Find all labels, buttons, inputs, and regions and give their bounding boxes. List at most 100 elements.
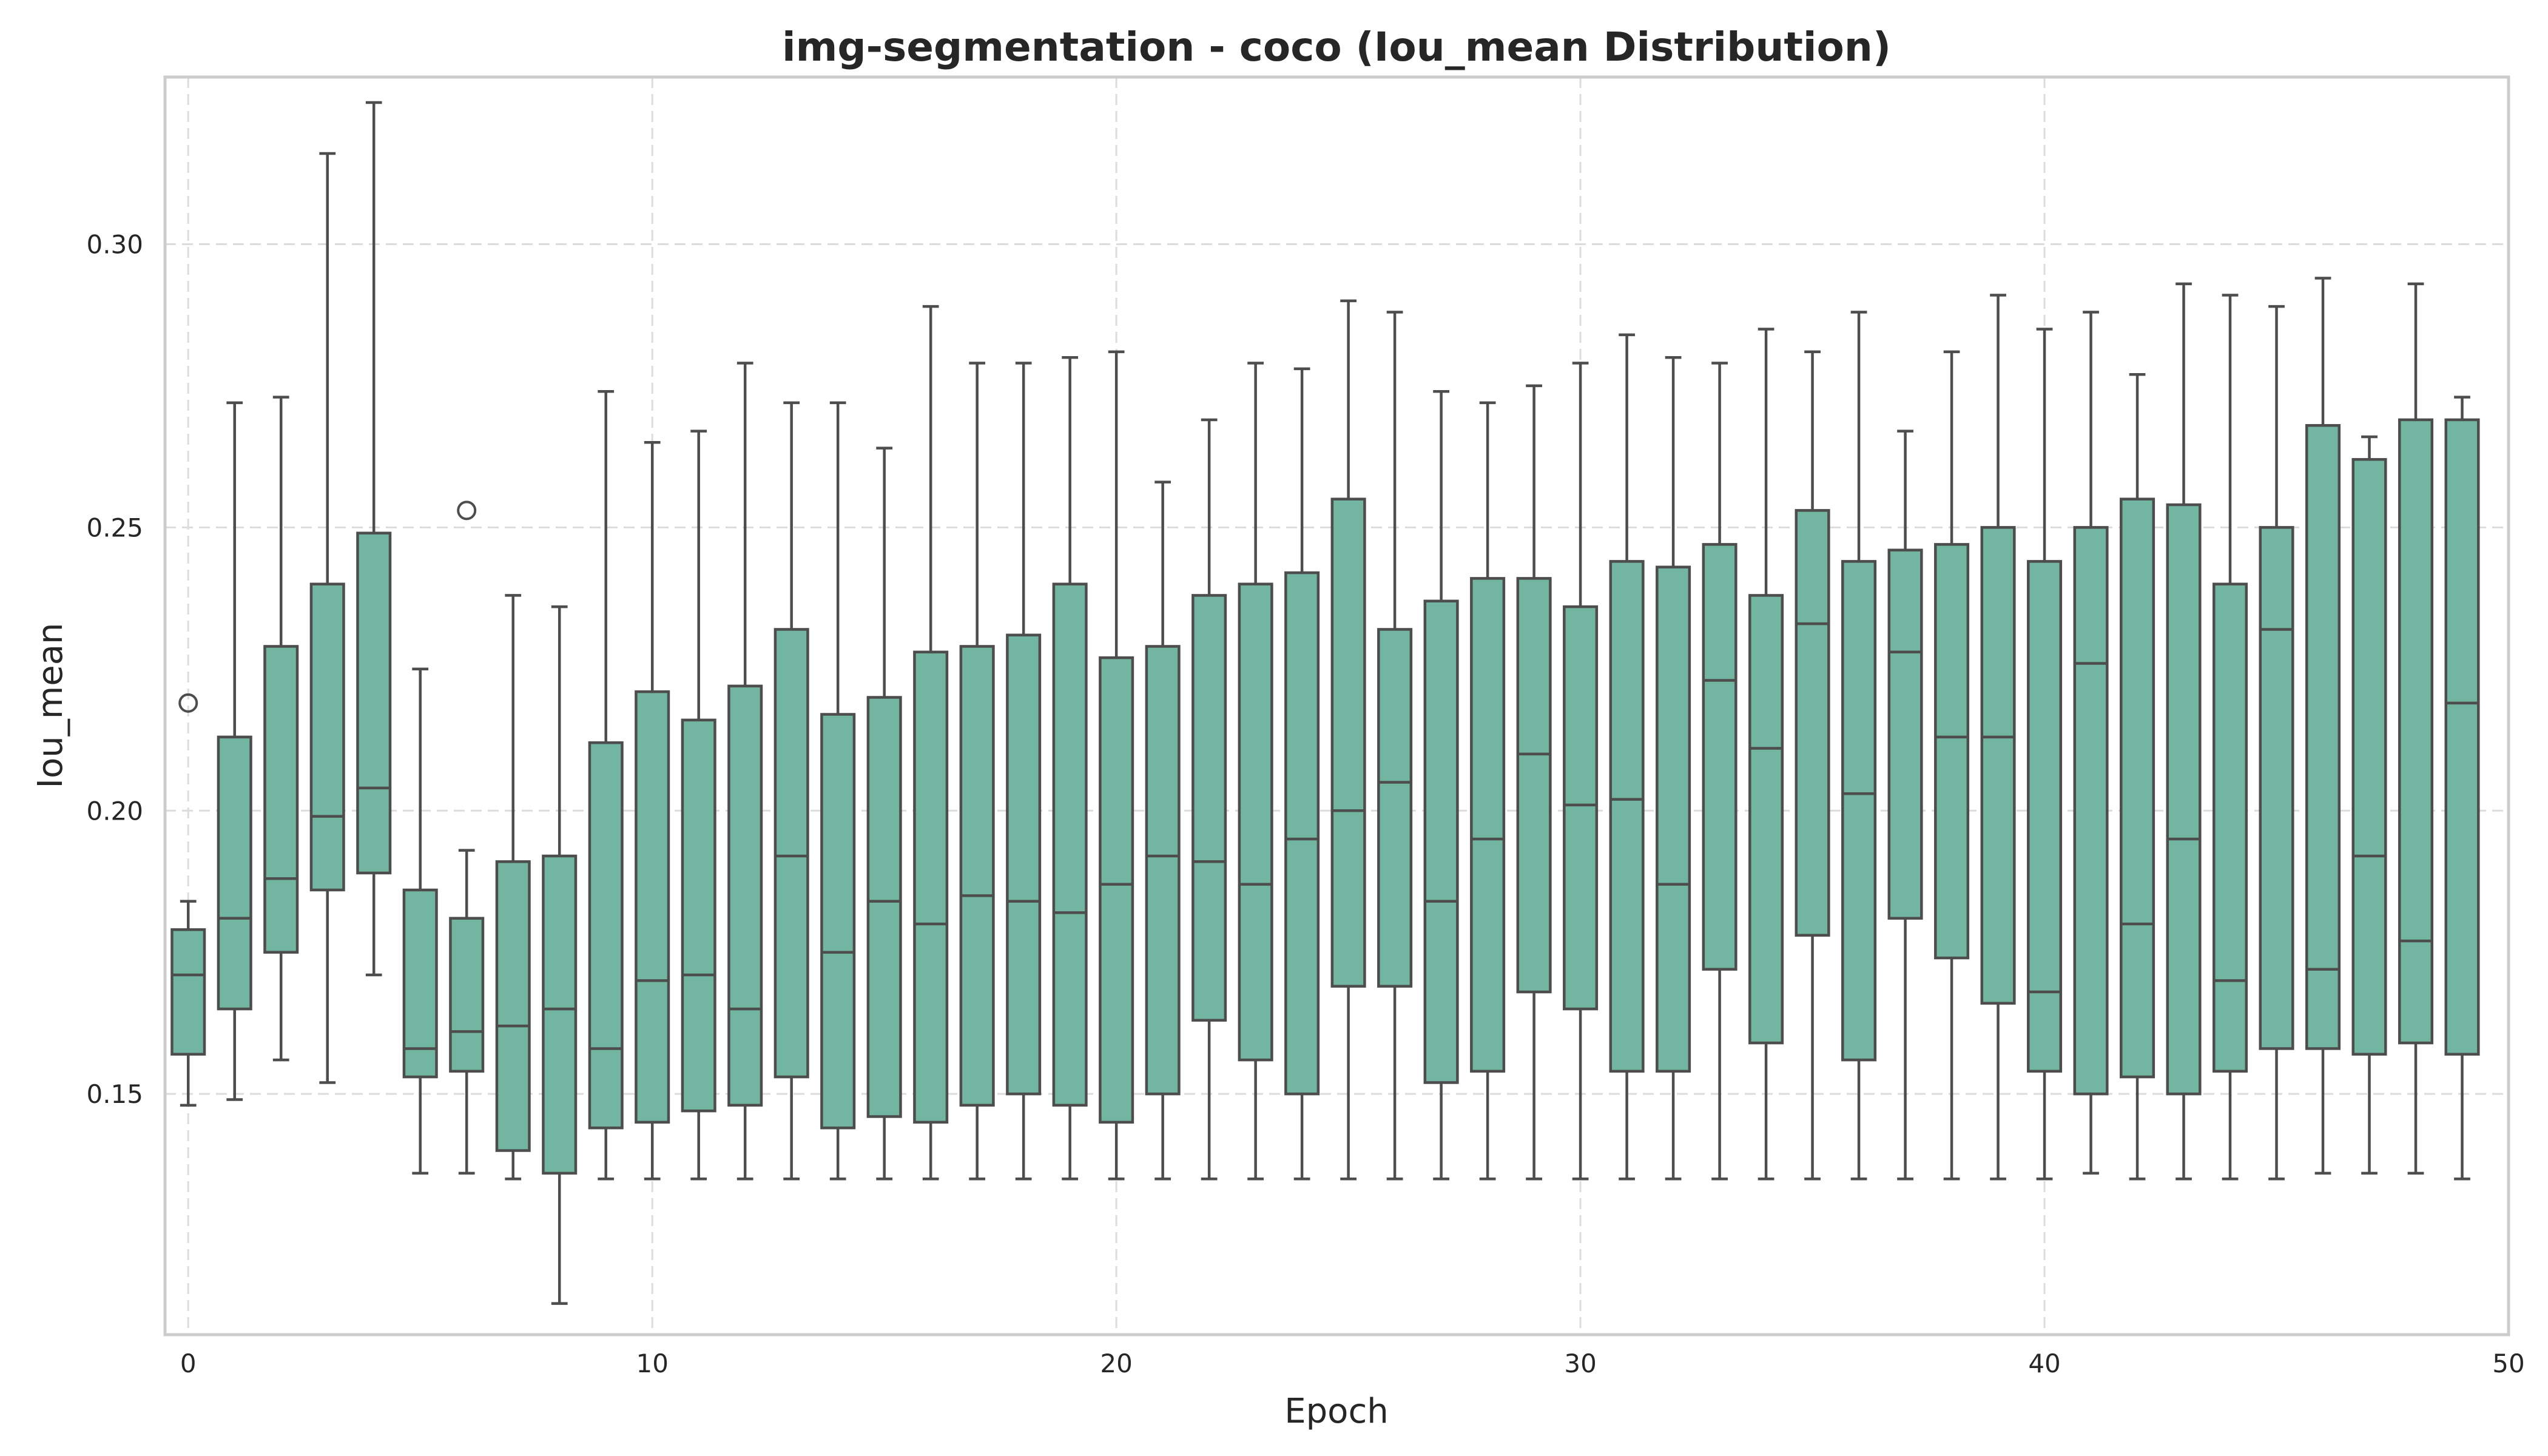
box-epoch-22 — [1191, 418, 1227, 1181]
iqr-box — [2351, 458, 2387, 1056]
x-tick-label: 50 — [2492, 1349, 2524, 1378]
y-tick-label: 0.30 — [86, 229, 143, 259]
box-epoch-41 — [2073, 311, 2109, 1175]
box-epoch-26 — [1377, 311, 1413, 1181]
box-epoch-0 — [170, 693, 206, 1107]
iqr-box — [1330, 497, 1366, 988]
iqr-box — [1099, 656, 1134, 1124]
iqr-box — [1006, 633, 1042, 1096]
box-epoch-34 — [1748, 328, 1784, 1181]
box-epoch-21 — [1145, 480, 1181, 1181]
iqr-box — [1934, 543, 1970, 960]
box-epoch-36 — [1841, 311, 1877, 1181]
iqr-box — [2305, 424, 2341, 1050]
box-epoch-15 — [866, 447, 902, 1181]
box-epoch-37 — [1887, 430, 1923, 1181]
iqr-box — [263, 645, 299, 954]
box-epoch-47 — [2351, 435, 2387, 1175]
iqr-box — [1656, 565, 1691, 1073]
box-epoch-5 — [402, 667, 438, 1175]
box-epoch-32 — [1656, 356, 1691, 1181]
box-epoch-2 — [263, 396, 299, 1062]
box-epoch-44 — [2213, 294, 2248, 1181]
iqr-box — [635, 690, 670, 1124]
y-tick-label: 0.20 — [86, 796, 143, 826]
iqr-box — [1470, 577, 1506, 1073]
iqr-box — [1563, 605, 1599, 1011]
iqr-box — [820, 713, 856, 1130]
box-epoch-12 — [727, 362, 763, 1181]
iqr-box — [1516, 577, 1552, 994]
box-epoch-13 — [774, 401, 809, 1181]
box-epoch-33 — [1702, 362, 1737, 1181]
x-tick-label: 20 — [1100, 1349, 1132, 1378]
box-epoch-43 — [2166, 282, 2202, 1181]
iqr-box — [1702, 543, 1737, 971]
box-epoch-40 — [2027, 328, 2063, 1181]
box-epoch-38 — [1934, 350, 1970, 1181]
plot-frame — [163, 75, 2510, 1336]
iqr-box — [2073, 526, 2109, 1096]
box-epoch-7 — [495, 594, 531, 1181]
iqr-box — [1423, 599, 1459, 1084]
box-epoch-29 — [1516, 384, 1552, 1181]
box-epoch-28 — [1470, 401, 1506, 1181]
x-tick-label: 0 — [180, 1349, 197, 1378]
box-epoch-48 — [2398, 282, 2434, 1175]
iqr-box — [2259, 526, 2294, 1050]
chart-title: img-segmentation - coco (Iou_mean Distri… — [782, 24, 1891, 70]
box-epoch-16 — [913, 305, 949, 1181]
box-epoch-6 — [449, 500, 485, 1175]
iqr-box — [2027, 560, 2063, 1073]
iqr-box — [2213, 582, 2248, 1073]
iqr-box — [170, 928, 206, 1056]
iqr-box — [2398, 418, 2434, 1045]
iqr-box — [1238, 582, 1273, 1062]
box-epoch-18 — [1006, 362, 1042, 1181]
box-epoch-45 — [2259, 305, 2294, 1181]
boxes — [170, 101, 2480, 1305]
box-epoch-17 — [959, 362, 995, 1181]
iqr-box — [1377, 628, 1413, 988]
box-epoch-8 — [542, 605, 578, 1305]
outlier-point — [457, 500, 477, 521]
box-epoch-19 — [1052, 356, 1088, 1181]
box-epoch-23 — [1238, 362, 1273, 1181]
iqr-box — [542, 854, 578, 1175]
iqr-box — [1284, 571, 1320, 1096]
box-epoch-20 — [1099, 350, 1134, 1181]
x-tick-label: 30 — [1564, 1349, 1596, 1378]
iqr-box — [1191, 594, 1227, 1022]
box-epoch-30 — [1563, 362, 1599, 1181]
iqr-box — [2166, 503, 2202, 1096]
x-tick-label: 10 — [636, 1349, 668, 1378]
x-tick-label: 40 — [2028, 1349, 2060, 1378]
box-epoch-27 — [1423, 390, 1459, 1181]
box-epoch-10 — [635, 441, 670, 1181]
box-epoch-3 — [309, 152, 345, 1084]
box-epoch-9 — [588, 390, 624, 1181]
iqr-box — [449, 917, 485, 1073]
box-epoch-1 — [217, 401, 252, 1101]
iqr-box — [1052, 582, 1088, 1107]
box-epoch-49 — [2444, 396, 2480, 1181]
box-epoch-39 — [1980, 294, 2016, 1181]
x-axis-label: Epoch — [1284, 1392, 1388, 1431]
iqr-box — [1748, 594, 1784, 1045]
iqr-box — [2120, 497, 2155, 1079]
box-epoch-42 — [2120, 372, 2155, 1181]
box-epoch-14 — [820, 401, 856, 1181]
box-epoch-4 — [356, 101, 392, 977]
iqr-box — [774, 628, 809, 1079]
iqr-box — [2444, 418, 2480, 1056]
outlier-point — [178, 693, 198, 713]
iqr-box — [217, 735, 252, 1011]
box-epoch-24 — [1284, 367, 1320, 1181]
iqr-box — [1145, 645, 1181, 1096]
iqr-box — [959, 645, 995, 1107]
iqr-box — [913, 650, 949, 1124]
iqr-box — [402, 888, 438, 1079]
iqr-box — [681, 718, 716, 1113]
iqr-box — [356, 531, 392, 875]
